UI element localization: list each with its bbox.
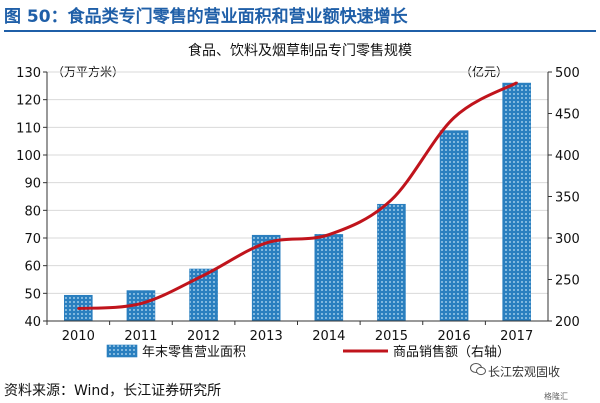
line-point bbox=[327, 233, 331, 236]
line-series bbox=[77, 81, 518, 311]
watermark-small: 格隆汇 bbox=[544, 392, 568, 401]
x-tick-label: 2015 bbox=[375, 329, 408, 344]
line-point bbox=[515, 81, 518, 84]
x-tick-label: 2016 bbox=[438, 329, 471, 344]
x-tick-label: 2010 bbox=[62, 329, 95, 344]
left-tick-label: 80 bbox=[24, 204, 41, 219]
bar bbox=[439, 130, 469, 322]
left-tick-label: 60 bbox=[24, 260, 41, 275]
right-tick-label: 200 bbox=[555, 315, 580, 330]
line-point bbox=[202, 274, 205, 277]
x-tick-label: 2013 bbox=[250, 329, 283, 344]
left-tick-label: 100 bbox=[16, 149, 41, 164]
legend-line-label: 商品销售额（右轴） bbox=[393, 344, 510, 360]
line-point bbox=[264, 241, 268, 245]
wechat-icon bbox=[470, 363, 486, 376]
legend-bar-label: 年末零售营业面积 bbox=[142, 344, 246, 360]
right-tick-label: 300 bbox=[555, 232, 580, 247]
left-tick-label: 50 bbox=[24, 287, 41, 302]
right-tick-label: 350 bbox=[555, 191, 580, 206]
bar bbox=[314, 234, 344, 322]
legend: 年末零售营业面积 商品销售额（右轴） bbox=[106, 344, 510, 360]
x-tick-label: 2014 bbox=[312, 329, 345, 344]
legend-bar-swatch bbox=[106, 344, 138, 358]
line-point bbox=[390, 198, 393, 202]
figure-title: 图 50：食品类专门零售的营业面积和营业额快速增长 bbox=[4, 4, 596, 32]
left-tick-label: 130 bbox=[16, 66, 41, 81]
watermark: 长江宏观固收 bbox=[488, 365, 561, 379]
chart-title: 食品、饮料及烟草制品专门零售规模 bbox=[188, 42, 412, 59]
right-tick-label: 500 bbox=[555, 66, 580, 81]
right-tick-label: 250 bbox=[555, 274, 580, 289]
left-tick-label: 40 bbox=[24, 315, 41, 330]
axes: 40 50 60 70 80 90 100 110 120 130 200 250 300 350 400 4… bbox=[16, 66, 580, 344]
source-note: 资料来源：Wind，长江证券研究所 bbox=[4, 383, 222, 399]
left-tick-label: 120 bbox=[16, 94, 41, 109]
bar bbox=[377, 203, 406, 322]
right-tick-label: 450 bbox=[555, 108, 580, 123]
line-point bbox=[77, 307, 80, 310]
x-tick-label: 2012 bbox=[187, 329, 220, 344]
sales-line bbox=[78, 81, 518, 311]
left-tick-label: 110 bbox=[16, 121, 41, 136]
left-tick-label: 70 bbox=[24, 232, 41, 247]
x-tick-label: 2011 bbox=[124, 329, 157, 344]
bar bbox=[251, 234, 281, 322]
bar bbox=[502, 82, 531, 322]
bar bbox=[189, 268, 218, 322]
line-point bbox=[139, 302, 143, 305]
line-point bbox=[452, 116, 456, 119]
right-tick-label: 400 bbox=[555, 149, 580, 164]
bars bbox=[64, 82, 531, 322]
x-tick-label: 2017 bbox=[500, 329, 533, 344]
grid bbox=[47, 71, 548, 322]
left-tick-label: 90 bbox=[24, 177, 41, 192]
